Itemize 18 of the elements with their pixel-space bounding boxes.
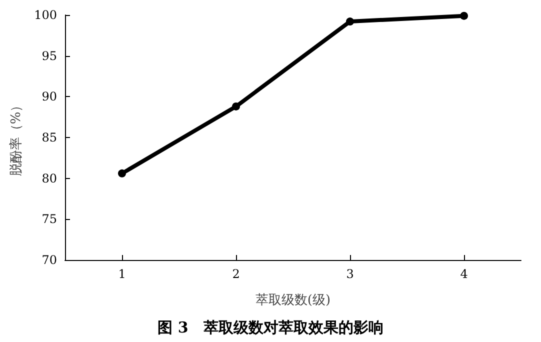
point (232, 102, 240, 110)
point (118, 169, 126, 178)
y-tick-label: 85 (42, 130, 57, 144)
point (460, 12, 468, 20)
y-tick-label: 80 (42, 171, 57, 186)
text: 图 3 萃取级数对萃取效果的影响 (158, 318, 384, 336)
point (346, 18, 354, 26)
y-tick-label: 95 (42, 48, 57, 63)
x-tick-label: 4 (460, 267, 468, 281)
y-tick-label: 70 (42, 253, 57, 267)
y-tick-label: 90 (42, 90, 57, 104)
x-axis-title: 萃取级数(级) (255, 293, 331, 308)
y-tick-label: 100 (34, 8, 57, 22)
y-axis-title: 脱酚率（%） (8, 98, 24, 176)
x-tick-label: 2 (232, 267, 240, 281)
x-tick-label: 1 (118, 267, 126, 281)
x-tick-label: 3 (346, 267, 354, 281)
y-tick-label: 75 (42, 212, 57, 226)
